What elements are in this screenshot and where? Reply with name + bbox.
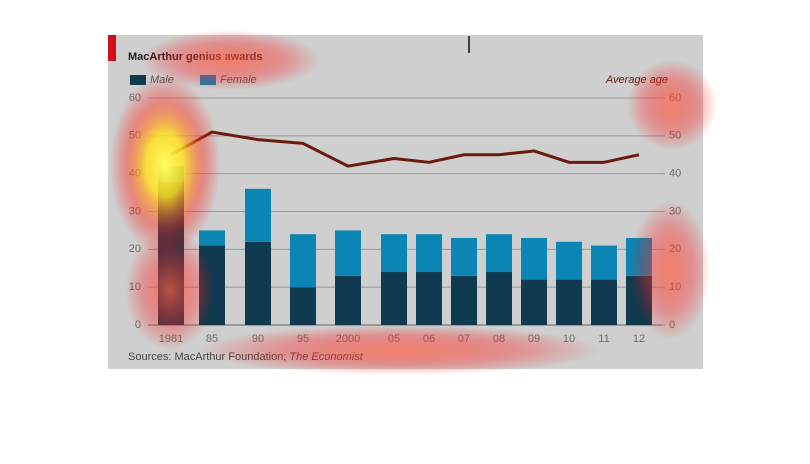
x-tick-label: 06: [423, 333, 435, 345]
bar-segment: [199, 245, 225, 325]
bar-segment: [199, 230, 225, 246]
legend-label: Male: [150, 74, 174, 86]
y-tick-label: 40: [129, 168, 141, 180]
y2-tick-label: 50: [669, 130, 681, 142]
bar-segment: [158, 166, 184, 182]
bar-segment: [381, 234, 407, 273]
x-tick-label: 05: [388, 333, 400, 345]
bar-segment: [451, 237, 477, 276]
bar-segment: [381, 272, 407, 325]
x-tick-label: 09: [528, 333, 540, 345]
bar-segment: [245, 241, 271, 325]
source-italic: The Economist: [289, 351, 363, 363]
bar-segment: [290, 287, 316, 325]
bar-segment: [556, 279, 582, 325]
bar-segment: [451, 275, 477, 325]
bar-segment: [521, 279, 547, 325]
bar-segment: [416, 272, 442, 325]
y-tick-label: 60: [129, 92, 141, 104]
y2-tick-label: 0: [669, 319, 675, 331]
bar-segment: [591, 245, 617, 280]
legend-swatch: [130, 75, 146, 85]
chart-title: MacArthur genius awards: [128, 51, 262, 63]
y2-tick-label: 40: [669, 168, 681, 180]
x-tick-label: 07: [458, 333, 470, 345]
x-tick-label: 10: [563, 333, 575, 345]
legend-swatch: [200, 75, 216, 85]
y2-tick-label: 60: [669, 92, 681, 104]
bar-segment: [626, 275, 652, 325]
y-tick-label: 30: [129, 205, 141, 217]
bar-segment: [335, 275, 361, 325]
source: Sources: MacArthur Foundation; The Econo…: [128, 351, 364, 363]
y-tick-label: 20: [129, 243, 141, 255]
x-tick-label: 2000: [336, 333, 360, 345]
y2-tick-label: 20: [669, 243, 681, 255]
y2-label: Average age: [605, 74, 668, 86]
line-series: [170, 130, 640, 168]
bar-segment: [290, 234, 316, 288]
x-tick-label: 11: [598, 333, 609, 345]
y2-tick-label: 10: [669, 281, 681, 293]
bar-segment: [416, 234, 442, 273]
x-tick-label: 95: [297, 333, 309, 345]
y-tick-label: 10: [129, 281, 141, 293]
y-tick-label: 0: [135, 319, 141, 331]
bar-segment: [486, 234, 512, 273]
bar-segment: [486, 272, 512, 325]
y2-tick-label: 30: [669, 205, 681, 217]
x-tick-label: 1981: [159, 333, 183, 345]
accent: [108, 35, 116, 61]
bar-segment: [626, 237, 652, 276]
legend-label: Female: [220, 74, 257, 86]
bar-segment: [335, 230, 361, 276]
bar-segment: [158, 181, 184, 325]
bar-segment: [521, 237, 547, 280]
bar-segment: [556, 241, 582, 280]
x-tick-label: 85: [206, 333, 218, 345]
source-text: Sources: MacArthur Foundation;: [128, 351, 286, 363]
bar-segment: [245, 188, 271, 242]
x-tick-label: 12: [633, 333, 645, 345]
y-tick-label: 50: [129, 130, 141, 142]
x-tick-label: 08: [493, 333, 505, 345]
x-tick-label: 90: [252, 333, 264, 345]
bar-segment: [591, 279, 617, 325]
